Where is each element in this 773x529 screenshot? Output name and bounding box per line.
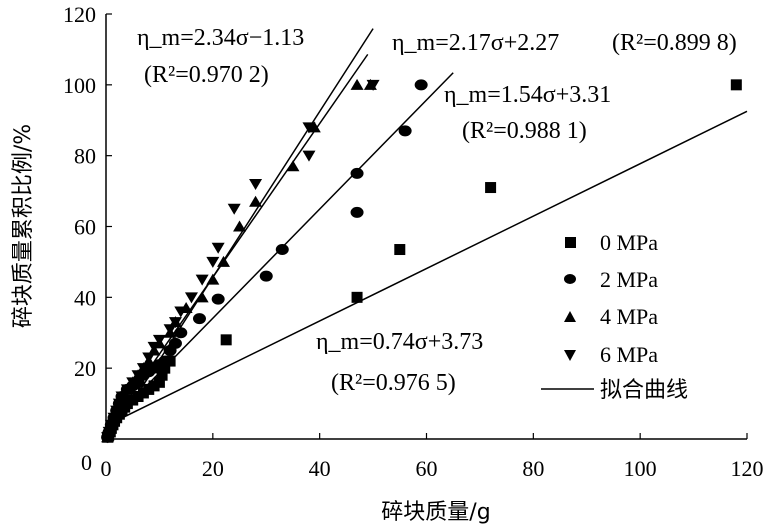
y-axis-title: 碎块质量累积比例/%: [11, 124, 36, 328]
x-tick-label: 100: [624, 456, 657, 481]
x-tick-label: 20: [202, 456, 224, 481]
y-tick-label: 120: [63, 2, 96, 27]
legend-marker-triangle-down: [564, 350, 576, 361]
x-tick-label: 40: [309, 456, 331, 481]
r2-6mpa: (R²=0.970 2): [144, 62, 269, 88]
x-axis-title: 碎块质量/g: [381, 500, 490, 525]
point-0mpa: [153, 376, 165, 388]
fit-annotations: η_m=2.34σ−1.13 (R²=0.970 2) η_m=2.17σ+2.…: [137, 25, 737, 396]
point-6mpa: [302, 150, 316, 162]
eq-6mpa: η_m=2.34σ−1.13: [137, 25, 304, 51]
point-6mpa: [302, 122, 316, 134]
y-tick-label: 40: [74, 285, 96, 310]
point-2mpa: [192, 313, 206, 325]
fit-line-0mpa: [105, 110, 748, 427]
point-4mpa: [233, 220, 247, 232]
eq-2mpa: η_m=1.54σ+3.31: [444, 82, 611, 108]
legend-label-4mpa: 4 MPa: [600, 304, 658, 329]
legend-entry-fit: 拟合曲线: [541, 378, 688, 403]
legend-entry-2mpa: 2 MPa: [564, 267, 658, 292]
point-2mpa: [350, 206, 364, 218]
point-2mpa: [275, 244, 289, 256]
point-0mpa: [156, 369, 168, 381]
point-6mpa: [249, 179, 263, 190]
r2-2mpa: (R²=0.988 1): [462, 118, 587, 144]
y-origin-label: 0: [81, 450, 92, 475]
point-2mpa: [350, 167, 364, 179]
point-6mpa: [126, 377, 140, 389]
legend-marker-circle: [564, 274, 576, 284]
point-6mpa: [195, 274, 209, 286]
r2-0mpa: (R²=0.976 5): [331, 370, 456, 396]
point-6mpa: [184, 292, 198, 304]
point-6mpa: [168, 317, 182, 329]
legend-label-0mpa: 0 MPa: [600, 230, 658, 255]
point-6mpa: [142, 352, 156, 364]
legend-entry-6mpa: 6 MPa: [564, 342, 658, 367]
point-0mpa: [394, 244, 406, 256]
point-6mpa: [115, 391, 129, 403]
point-4mpa: [195, 291, 209, 303]
point-0mpa: [159, 362, 171, 374]
point-6mpa: [227, 203, 241, 215]
legend-entry-4mpa: 4 MPa: [564, 304, 658, 329]
point-4mpa: [249, 195, 263, 207]
legend-marker-square: [565, 237, 576, 248]
point-6mpa: [152, 334, 166, 346]
eq-0mpa: η_m=0.74σ+3.73: [316, 329, 483, 355]
x-tick-label: 120: [731, 456, 764, 481]
point-4mpa: [286, 160, 300, 172]
point-2mpa: [174, 327, 188, 339]
point-4mpa: [350, 78, 364, 90]
legend-label-2mpa: 2 MPa: [600, 267, 658, 292]
point-0mpa: [351, 291, 363, 303]
eq-4mpa: η_m=2.17σ+2.27: [392, 30, 559, 56]
legend-label-6mpa: 6 MPa: [600, 342, 658, 367]
x-tick-label: 0: [101, 456, 112, 481]
point-6mpa: [174, 306, 188, 318]
x-tick-label: 80: [522, 456, 544, 481]
x-tick-label: 60: [416, 456, 438, 481]
point-6mpa: [147, 341, 161, 353]
y-ticks: 20 40 60 80 100 120: [63, 2, 112, 381]
legend-marker-triangle-up: [564, 311, 576, 322]
point-4mpa: [206, 273, 220, 285]
y-tick-label: 20: [74, 356, 96, 381]
point-2mpa: [414, 79, 428, 91]
x-ticks: 0 20 40 60 80 100 120: [101, 433, 764, 481]
point-6mpa: [136, 363, 150, 375]
point-6mpa: [163, 324, 177, 336]
r2-4mpa: (R²=0.899 8): [612, 30, 737, 56]
point-0mpa: [730, 79, 742, 91]
point-0mpa: [220, 334, 232, 346]
point-6mpa: [211, 242, 225, 254]
point-6mpa: [131, 370, 145, 382]
point-2mpa: [168, 337, 182, 349]
point-2mpa: [398, 125, 412, 137]
legend-entry-0mpa: 0 MPa: [565, 230, 658, 255]
y-tick-label: 80: [74, 144, 96, 169]
y-tick-label: 60: [74, 215, 96, 240]
point-2mpa: [158, 355, 172, 367]
point-6mpa: [366, 79, 380, 91]
point-2mpa: [259, 270, 273, 282]
point-6mpa: [102, 426, 116, 438]
point-2mpa: [211, 293, 225, 305]
data-points: [101, 78, 742, 444]
legend: 0 MPa 2 MPa 4 MPa 6 MPa 拟合曲线: [541, 230, 688, 403]
point-6mpa: [206, 256, 220, 268]
point-0mpa: [485, 182, 497, 194]
point-4mpa: [217, 255, 231, 267]
legend-label-fit: 拟合曲线: [600, 378, 688, 403]
point-6mpa: [120, 384, 134, 396]
y-tick-label: 100: [63, 73, 96, 98]
